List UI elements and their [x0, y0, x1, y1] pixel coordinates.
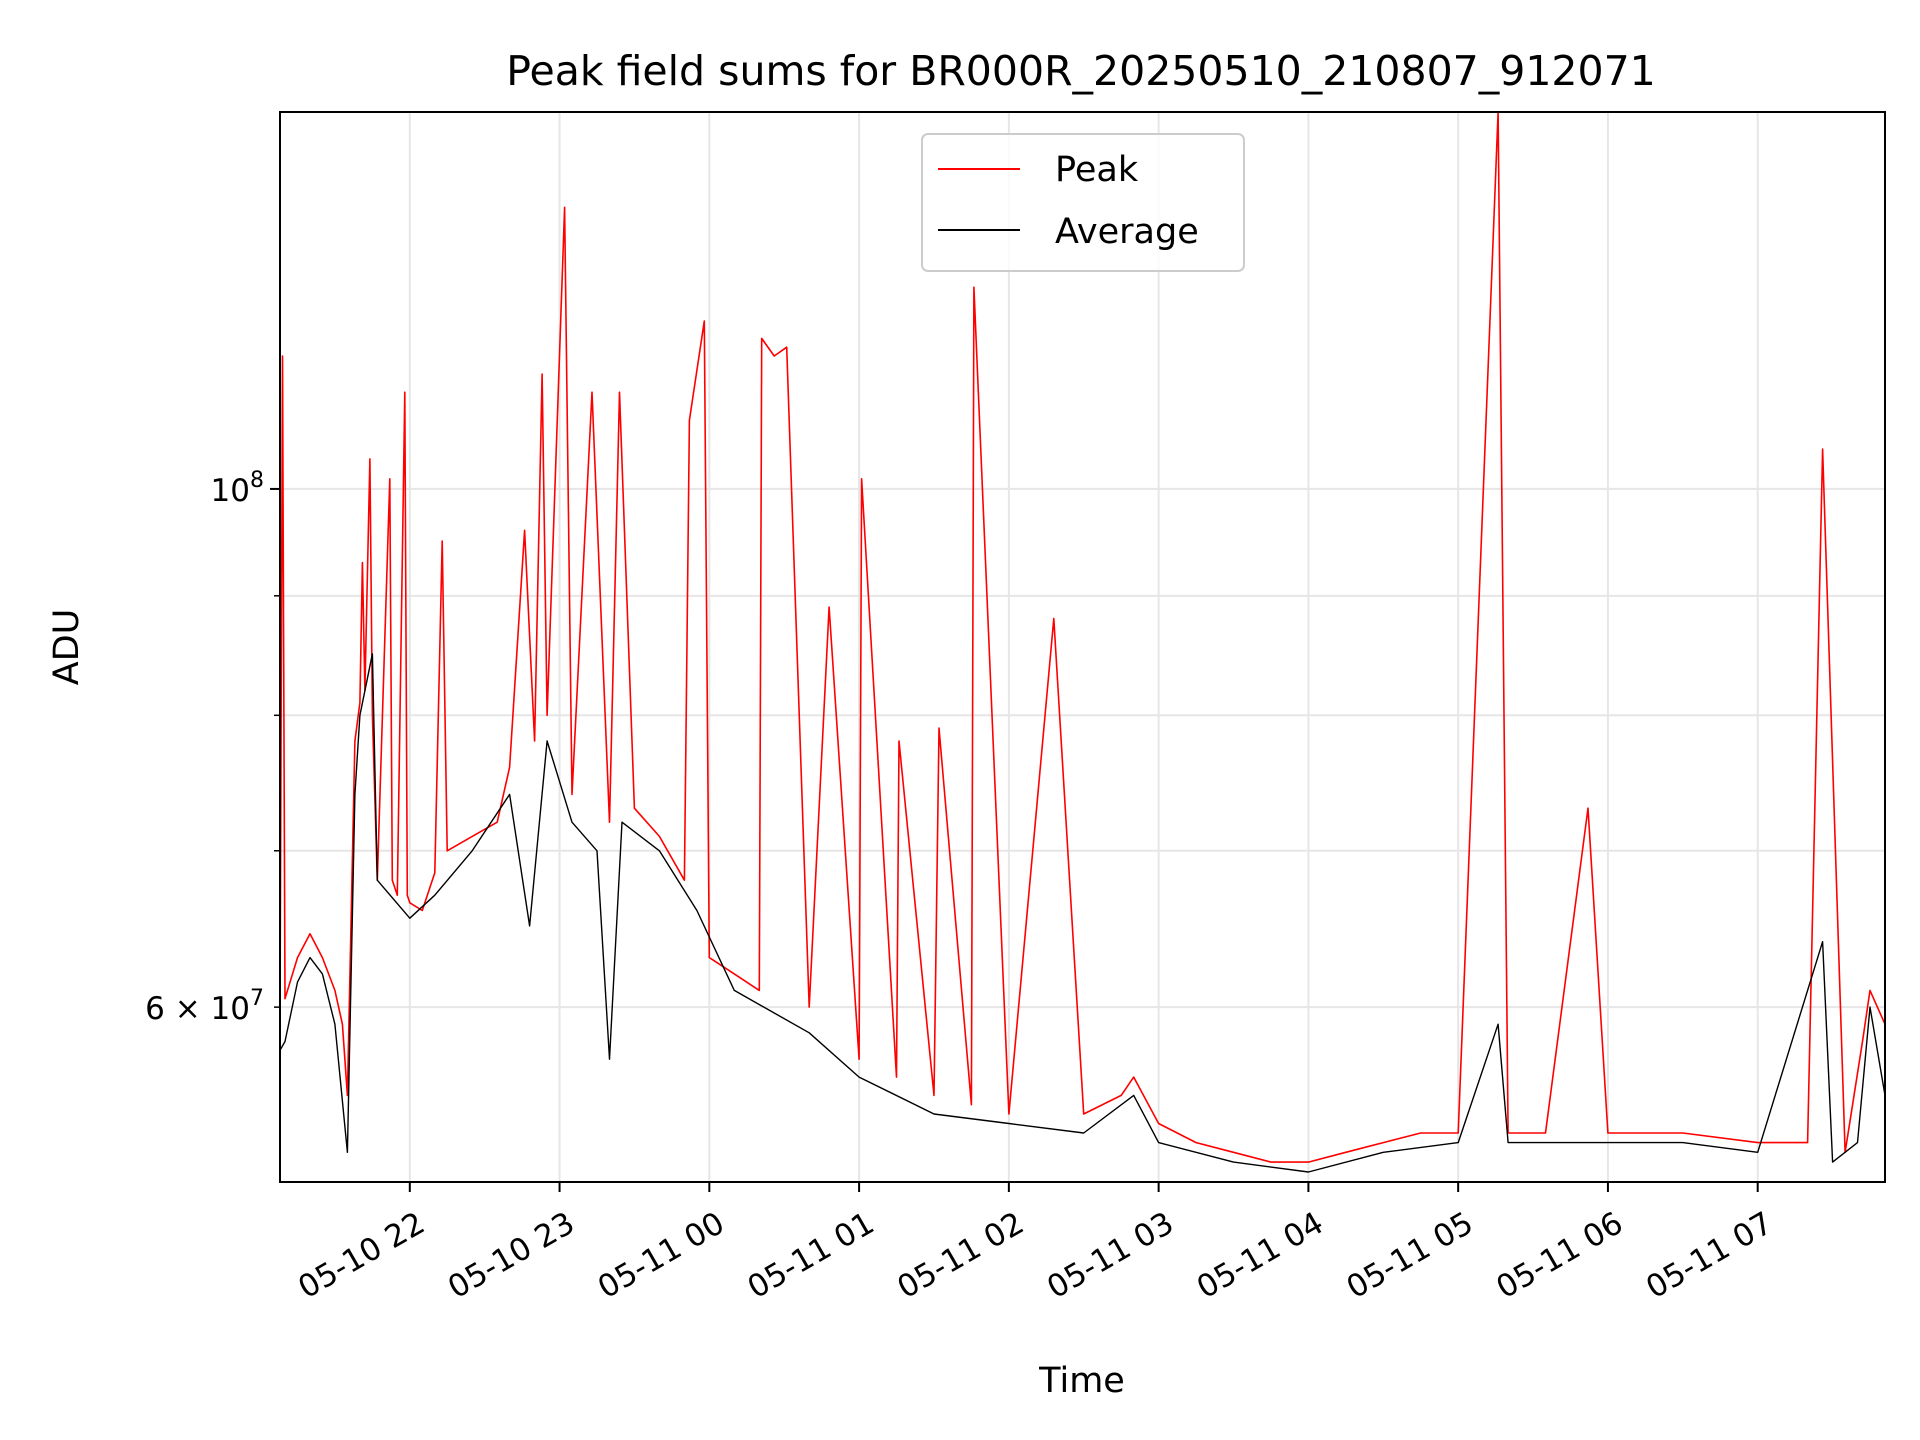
y-tick-mantissa: 6	[145, 991, 165, 1027]
y-tick-label: 108	[211, 468, 264, 509]
legend-label-peak: Peak	[1055, 150, 1139, 190]
x-axis-label: Time	[1038, 1361, 1125, 1401]
y-axis-label: ADU	[47, 609, 87, 686]
y-tick-base: 10	[211, 473, 250, 509]
y-tick-times: ×	[165, 991, 211, 1027]
y-tick-exponent: 7	[250, 986, 264, 1011]
y-tick-base: 10	[211, 991, 250, 1027]
series-line-peak	[279, 111, 1886, 1163]
grid	[280, 112, 1885, 1182]
plot-frame	[279, 111, 1886, 1183]
series-line-average	[279, 653, 1886, 1173]
plot-area	[279, 111, 1886, 1183]
legend: Peak Average	[921, 133, 1245, 272]
y-minor-tick-label: 6 × 107	[145, 986, 264, 1027]
chart-title: Peak field sums for BR000R_20250510_2108…	[506, 47, 1656, 95]
series-layer	[279, 111, 1886, 1173]
legend-label-average: Average	[1055, 212, 1199, 252]
y-tick-exponent: 8	[250, 468, 264, 493]
